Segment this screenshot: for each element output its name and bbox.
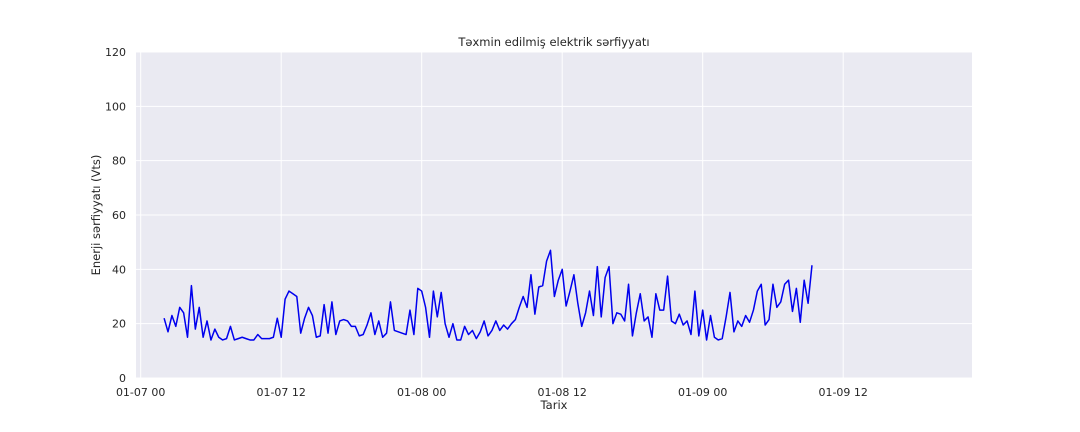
y-tick-labels: 0 20 40 60 80 100 120 — [105, 46, 126, 385]
x-tick-label: 01-08 00 — [397, 386, 446, 399]
y-tick-label: 0 — [119, 372, 126, 385]
series-line — [163, 249, 813, 341]
x-tick-label: 01-07 12 — [256, 386, 305, 399]
y-tick-label: 80 — [112, 155, 126, 168]
x-tick-labels: 01-07 00 01-07 12 01-08 00 01-08 12 01-09 00… — [116, 386, 868, 399]
series-layer — [163, 249, 813, 341]
y-tick-label: 20 — [112, 318, 126, 331]
y-tick-label: 40 — [112, 263, 126, 276]
y-tick-label: 100 — [105, 100, 126, 113]
y-axis-label: Enerji sərfiyyatı (Vts) — [89, 155, 103, 276]
x-tick-label: 01-08 12 — [537, 386, 586, 399]
x-tick-label: 01-07 00 — [116, 386, 165, 399]
x-tick-label: 01-09 12 — [818, 386, 867, 399]
x-axis-label: Tarix — [540, 398, 568, 412]
grid-lines — [136, 51, 972, 379]
y-tick-label: 60 — [112, 209, 126, 222]
x-tick-label: 01-09 00 — [678, 386, 727, 399]
chart-title: Təxmin edilmiş elektrik sərfiyyatı — [457, 35, 649, 49]
y-tick-label: 120 — [105, 46, 126, 59]
